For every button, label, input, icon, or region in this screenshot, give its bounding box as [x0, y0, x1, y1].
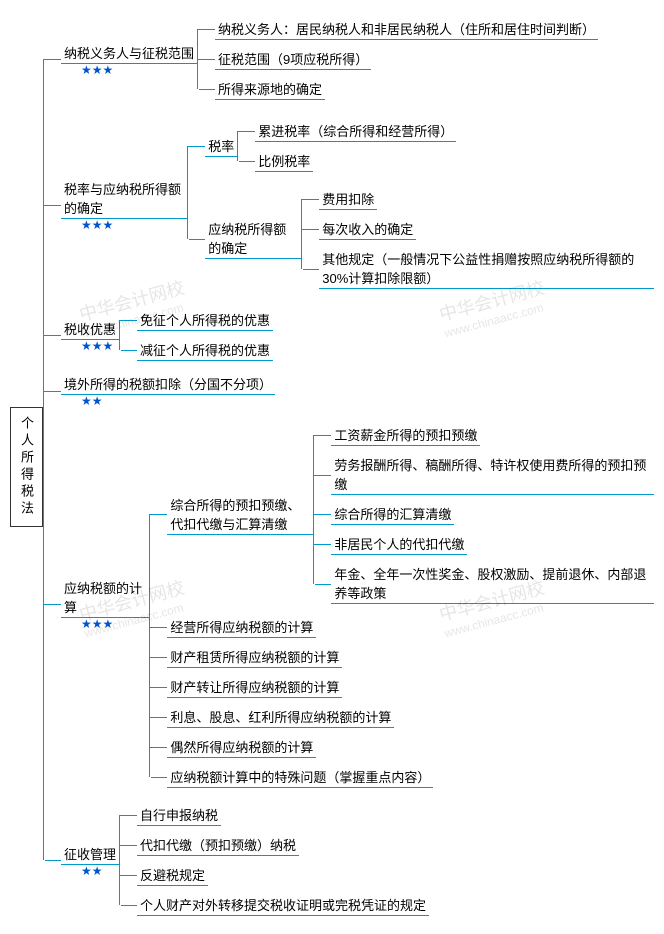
leaf: 利息、股息、红利所得应纳税额的计算 [167, 706, 394, 728]
leaf: 综合所得的汇算清缴 [331, 503, 454, 525]
node-rate-taxable: 税率与应纳税所得额的确定 ★★★ 税率 累进税率（综合所得和经营所得） 比例税率 [61, 112, 654, 297]
leaf: 经营所得应纳税额的计算 [167, 616, 316, 638]
leaf: 所得来源地的确定 [215, 78, 325, 100]
leaf: 纳税义务人：居民纳税人和非居民纳税人（住所和居住时间判断） [215, 18, 598, 40]
node-rate: 税率 [205, 135, 237, 157]
node-admin: 征收管理 ★★ 自行申报纳税 代扣代缴（预扣预缴）纳税 反避税规定 个人财产对外… [61, 800, 654, 920]
leaf: 费用扣除 [319, 188, 377, 210]
node-overseas: 境外所得的税额扣除（分国不分项） ★★ [61, 373, 654, 408]
mindmap-root: 个人所得税法 纳税义务人与征税范围 ★★★ 纳税义务人：居民纳税人和非居民纳税人… [10, 10, 654, 924]
leaf: 征税范围（9项应税所得） [215, 48, 371, 70]
stars-icon: ★★ [81, 394, 103, 408]
stars-icon: ★★★ [81, 218, 113, 232]
node-taxpayer-scope: 纳税义务人与征税范围 ★★★ 纳税义务人：居民纳税人和非居民纳税人（住所和居住时… [61, 14, 654, 104]
leaf: 工资薪金所得的预扣预缴 [331, 424, 480, 446]
stars-icon: ★★ [81, 864, 103, 878]
leaf: 比例税率 [255, 150, 313, 172]
stars-icon: ★★★ [81, 617, 113, 631]
leaf: 累进税率（综合所得和经营所得） [255, 120, 456, 142]
leaf: 非居民个人的代扣代缴 [331, 533, 467, 555]
leaf: 年金、全年一次性奖金、股权激励、提前退休、内部退养等政策 [331, 563, 654, 604]
node-taxable-income: 应纳税所得额的确定 [205, 218, 301, 259]
leaf: 应纳税额计算中的特殊问题（掌握重点内容） [167, 766, 433, 788]
leaf: 每次收入的确定 [319, 218, 416, 240]
leaf: 劳务报酬所得、稿酬所得、特许权使用费所得的预扣预缴 [331, 454, 654, 495]
leaf: 减征个人所得税的优惠 [137, 339, 273, 361]
leaf: 财产租赁所得应纳税额的计算 [167, 646, 342, 668]
leaf: 财产转让所得应纳税额的计算 [167, 676, 342, 698]
leaf: 偶然所得应纳税额的计算 [167, 736, 316, 758]
leaf: 反避税规定 [137, 864, 208, 886]
node-comprehensive: 综合所得的预扣预缴、代扣代缴与汇算清缴 [167, 494, 313, 535]
root-title: 个人所得税法 [10, 407, 43, 527]
leaf: 免征个人所得税的优惠 [137, 309, 273, 331]
node-calc: 应纳税额的计算 ★★★ 综合所得的预扣预缴、代扣代缴与汇算清缴 工资薪金所得的预… [61, 416, 654, 792]
stars-icon: ★★★ [81, 339, 113, 353]
leaf: 个人财产对外转移提交税收证明或完税凭证的规定 [137, 894, 429, 916]
node-preference: 税收优惠 ★★★ 免征个人所得税的优惠 减征个人所得税的优惠 [61, 305, 654, 365]
leaf: 其他规定（一般情况下公益性捐赠按照应纳税所得额的30%计算扣除限额） [319, 248, 654, 289]
level1-branches: 纳税义务人与征税范围 ★★★ 纳税义务人：居民纳税人和非居民纳税人（住所和居住时… [43, 10, 654, 924]
leaf: 自行申报纳税 [137, 804, 221, 826]
leaf: 代扣代缴（预扣预缴）纳税 [137, 834, 299, 856]
stars-icon: ★★★ [81, 63, 113, 77]
